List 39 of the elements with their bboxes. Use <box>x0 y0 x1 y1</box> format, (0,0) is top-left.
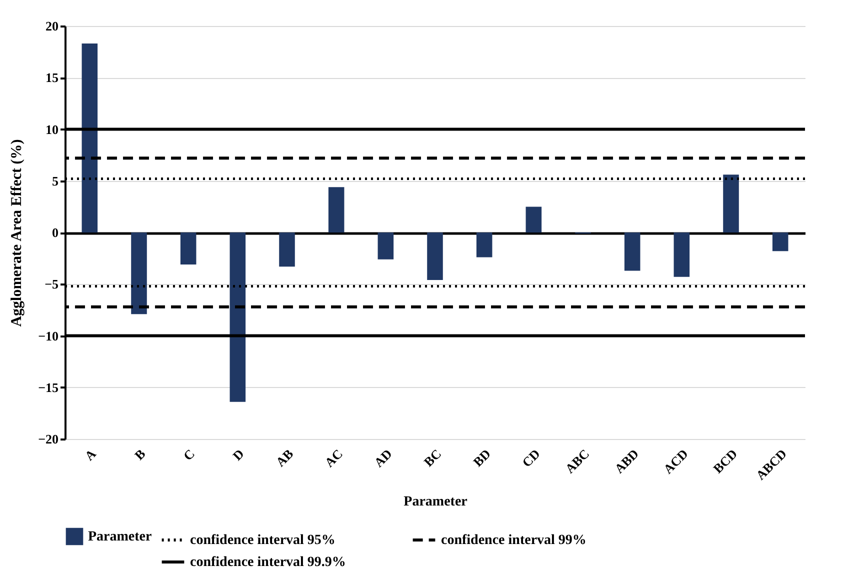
bar <box>624 232 640 271</box>
bar <box>180 232 196 265</box>
bar <box>230 232 246 402</box>
legend-label: confidence interval 95% <box>190 533 336 548</box>
bar <box>526 206 542 232</box>
bar <box>82 44 98 232</box>
bar <box>328 187 344 232</box>
x-tick-label: C <box>180 446 198 464</box>
legend-label: confidence interval 99% <box>441 533 586 548</box>
y-tick-label: 20 <box>46 18 58 34</box>
x-tick-label: AC <box>322 446 346 470</box>
x-axis-title: Parameter <box>404 494 468 510</box>
y-tick-label: −5 <box>44 276 59 292</box>
x-tick-label: A <box>82 446 100 464</box>
x-tick-label: AB <box>272 446 296 470</box>
bar <box>378 232 394 260</box>
bar <box>674 232 690 277</box>
bar <box>427 232 443 280</box>
x-tick-label: BC <box>420 446 444 470</box>
legend-label: Parameter <box>88 530 152 544</box>
y-tick-label: 10 <box>46 122 58 137</box>
y-tick-label: 5 <box>52 173 59 188</box>
legend-label: confidence interval 99.9% <box>190 555 346 570</box>
y-tick-label: 15 <box>46 70 59 86</box>
bar <box>131 232 147 314</box>
bar <box>279 232 295 267</box>
bar <box>476 232 492 258</box>
bar <box>772 232 788 252</box>
x-tick-label: CD <box>518 446 543 470</box>
bar <box>723 174 739 232</box>
x-tick-label: B <box>131 446 148 463</box>
y-tick-label: −10 <box>38 328 58 344</box>
y-tick-label: 0 <box>52 225 58 240</box>
y-tick-label: −15 <box>38 380 59 395</box>
x-tick-label: D <box>230 446 247 464</box>
x-tick-label: AD <box>370 446 395 470</box>
x-tick-label: BD <box>470 446 494 470</box>
y-tick-label: −20 <box>38 432 58 446</box>
y-axis-title: Agglomerate Area Effect (%) <box>9 139 26 327</box>
